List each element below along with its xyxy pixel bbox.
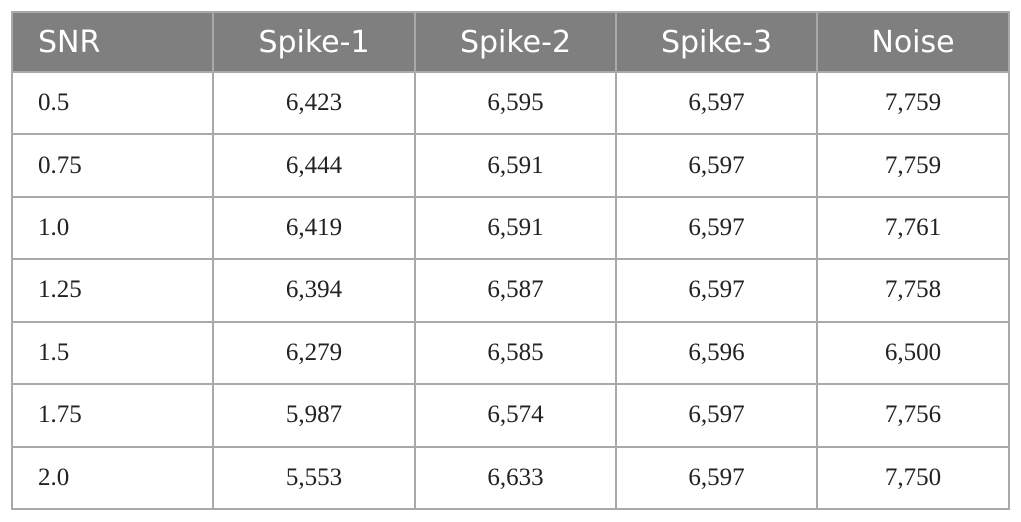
table-row: 1.0 6,419 6,591 6,597 7,761 (11, 195, 1010, 261)
table-cell: 6,591 (414, 133, 617, 198)
header-cell: SNR (11, 11, 214, 73)
header-cell: Spike-2 (414, 11, 617, 73)
data-table: SNR Spike-1 Spike-2 Spike-3 Noise 0.5 6,423 6,… (11, 11, 1010, 511)
table-cell: 2.0 (11, 445, 214, 511)
header-cell: Spike-1 (212, 11, 416, 73)
table-cell: 7,761 (816, 195, 1010, 261)
table-row: 0.75 6,444 6,591 6,597 7,759 (11, 133, 1010, 198)
table-row: 2.0 5,553 6,633 6,597 7,750 (11, 445, 1010, 511)
header-cell: Noise (816, 11, 1010, 73)
table-row: 1.5 6,279 6,585 6,596 6,500 (11, 320, 1010, 386)
table-cell: 6,394 (212, 258, 416, 323)
table-cell: 0.75 (11, 133, 214, 198)
header-row: SNR Spike-1 Spike-2 Spike-3 Noise (11, 11, 1010, 73)
table-cell: 1.0 (11, 195, 214, 261)
table-cell: 6,597 (615, 70, 818, 136)
table-cell: 0.5 (11, 70, 214, 136)
table-cell: 6,591 (414, 195, 617, 261)
table-cell: 6,633 (414, 445, 617, 511)
table-cell: 6,423 (212, 70, 416, 136)
table-cell: 6,419 (212, 195, 416, 261)
table-cell: 5,553 (212, 445, 416, 511)
table-body: 0.5 6,423 6,595 6,597 7,759 0.75 6,444 6,591 6,5… (11, 70, 1010, 511)
table-row: 1.75 5,987 6,574 6,597 7,756 (11, 383, 1010, 448)
table-cell: 6,595 (414, 70, 617, 136)
table-cell: 5,987 (212, 383, 416, 448)
table-cell: 6,597 (615, 133, 818, 198)
table-header: SNR Spike-1 Spike-2 Spike-3 Noise (11, 11, 1010, 73)
table-cell: 6,597 (615, 383, 818, 448)
table-cell: 6,597 (615, 195, 818, 261)
table-cell: 6,444 (212, 133, 416, 198)
header-cell: Spike-3 (615, 11, 818, 73)
table-cell: 6,500 (816, 320, 1010, 386)
table-cell: 7,759 (816, 70, 1010, 136)
table-cell: 1.5 (11, 320, 214, 386)
table-row: 0.5 6,423 6,595 6,597 7,759 (11, 70, 1010, 136)
table-cell: 7,756 (816, 383, 1010, 448)
table-cell: 6,279 (212, 320, 416, 386)
table-cell: 6,596 (615, 320, 818, 386)
table-cell: 7,750 (816, 445, 1010, 511)
table-cell: 7,758 (816, 258, 1010, 323)
table-cell: 6,574 (414, 383, 617, 448)
table-row: 1.25 6,394 6,587 6,597 7,758 (11, 258, 1010, 323)
table-cell: 7,759 (816, 133, 1010, 198)
table-cell: 6,587 (414, 258, 617, 323)
table-cell: 1.75 (11, 383, 214, 448)
table-cell: 6,597 (615, 445, 818, 511)
table-cell: 1.25 (11, 258, 214, 323)
table-cell: 6,597 (615, 258, 818, 323)
table-cell: 6,585 (414, 320, 617, 386)
